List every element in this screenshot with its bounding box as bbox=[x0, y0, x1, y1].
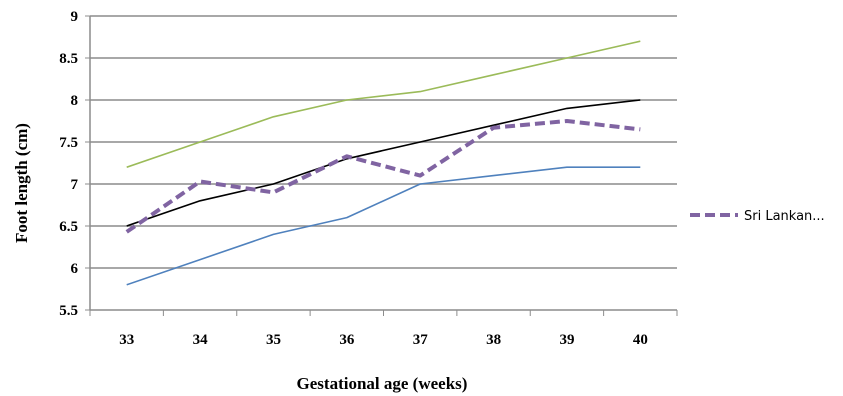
series-line-1 bbox=[126, 99, 641, 227]
y-tick-label: 6.5 bbox=[59, 219, 78, 235]
legend: Sri Lankan... bbox=[690, 209, 825, 224]
y-tick-label: 7 bbox=[71, 177, 79, 193]
x-tick-label: 34 bbox=[193, 332, 209, 348]
x-tick-label: 39 bbox=[559, 332, 574, 348]
y-tick-label: 5.5 bbox=[59, 303, 78, 319]
y-tick-label: 9 bbox=[71, 9, 79, 25]
series-lines bbox=[125, 40, 641, 286]
axes bbox=[85, 15, 678, 316]
x-tick-labels: 33 34 35 36 37 38 39 40 bbox=[119, 332, 648, 348]
series-line-3 bbox=[126, 166, 641, 286]
y-axis-label: Foot length (cm) bbox=[12, 123, 31, 243]
legend-label: Sri Lankan... bbox=[744, 209, 825, 224]
y-tick-label: 8.5 bbox=[59, 51, 78, 67]
y-tick-label: 8 bbox=[71, 93, 79, 109]
series-line-0 bbox=[126, 40, 641, 168]
x-axis-label: Gestational age (weeks) bbox=[297, 374, 468, 393]
x-tick-label: 38 bbox=[486, 332, 501, 348]
x-tick-label: 37 bbox=[413, 332, 429, 348]
y-tick-label: 7.5 bbox=[59, 135, 78, 151]
x-tick-label: 40 bbox=[633, 332, 648, 348]
series-line-2 bbox=[125, 119, 641, 234]
y-tick-label: 6 bbox=[71, 261, 79, 277]
gridlines bbox=[90, 15, 677, 269]
x-tick-label: 33 bbox=[119, 332, 134, 348]
y-tick-labels: 5.5 6 6.5 7 7.5 8 8.5 9 bbox=[59, 9, 78, 319]
x-tick-label: 35 bbox=[266, 332, 281, 348]
x-tick-label: 36 bbox=[339, 332, 355, 348]
